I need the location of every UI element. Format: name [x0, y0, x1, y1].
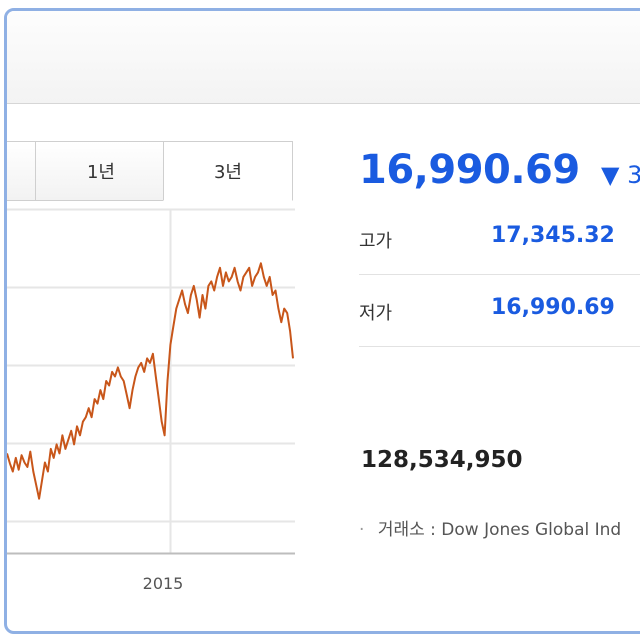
x-tick-label: 2015 [143, 574, 184, 593]
exchange-source-text: 거래소 : Dow Jones Global Ind [377, 520, 622, 540]
price-chart: 2015 [7, 208, 295, 593]
tab-period-1[interactable] [7, 141, 39, 201]
high-label: 고가 [359, 231, 393, 252]
stat-row-low: 저가 16,990.69 [359, 275, 640, 347]
price-change: ▼ 3 [601, 161, 640, 189]
tab-3year[interactable]: 3년 [163, 141, 293, 201]
down-arrow-icon: ▼ [601, 161, 620, 189]
current-price: 16,990.69 [359, 147, 580, 193]
window-frame: 1년 3년 2015 16,990.69 ▼ 3 고가 17,345.32 저가… [4, 8, 640, 634]
series-line-0 [7, 262, 294, 500]
exchange-source: · 거래소 : Dow Jones Global Ind [359, 515, 621, 540]
price-change-value: 3 [627, 161, 640, 189]
low-label: 저가 [359, 303, 393, 324]
stat-row-high: 고가 17,345.32 [359, 203, 640, 275]
tab-1year[interactable]: 1년 [35, 141, 167, 201]
trading-volume: 128,534,950 [361, 447, 523, 473]
tab-3year-label: 3년 [213, 162, 242, 183]
bullet-icon: · [359, 520, 365, 540]
high-value: 17,345.32 [491, 223, 615, 248]
low-value: 16,990.69 [491, 295, 615, 320]
tab-1year-label: 1년 [86, 162, 115, 183]
top-bar [7, 11, 640, 104]
